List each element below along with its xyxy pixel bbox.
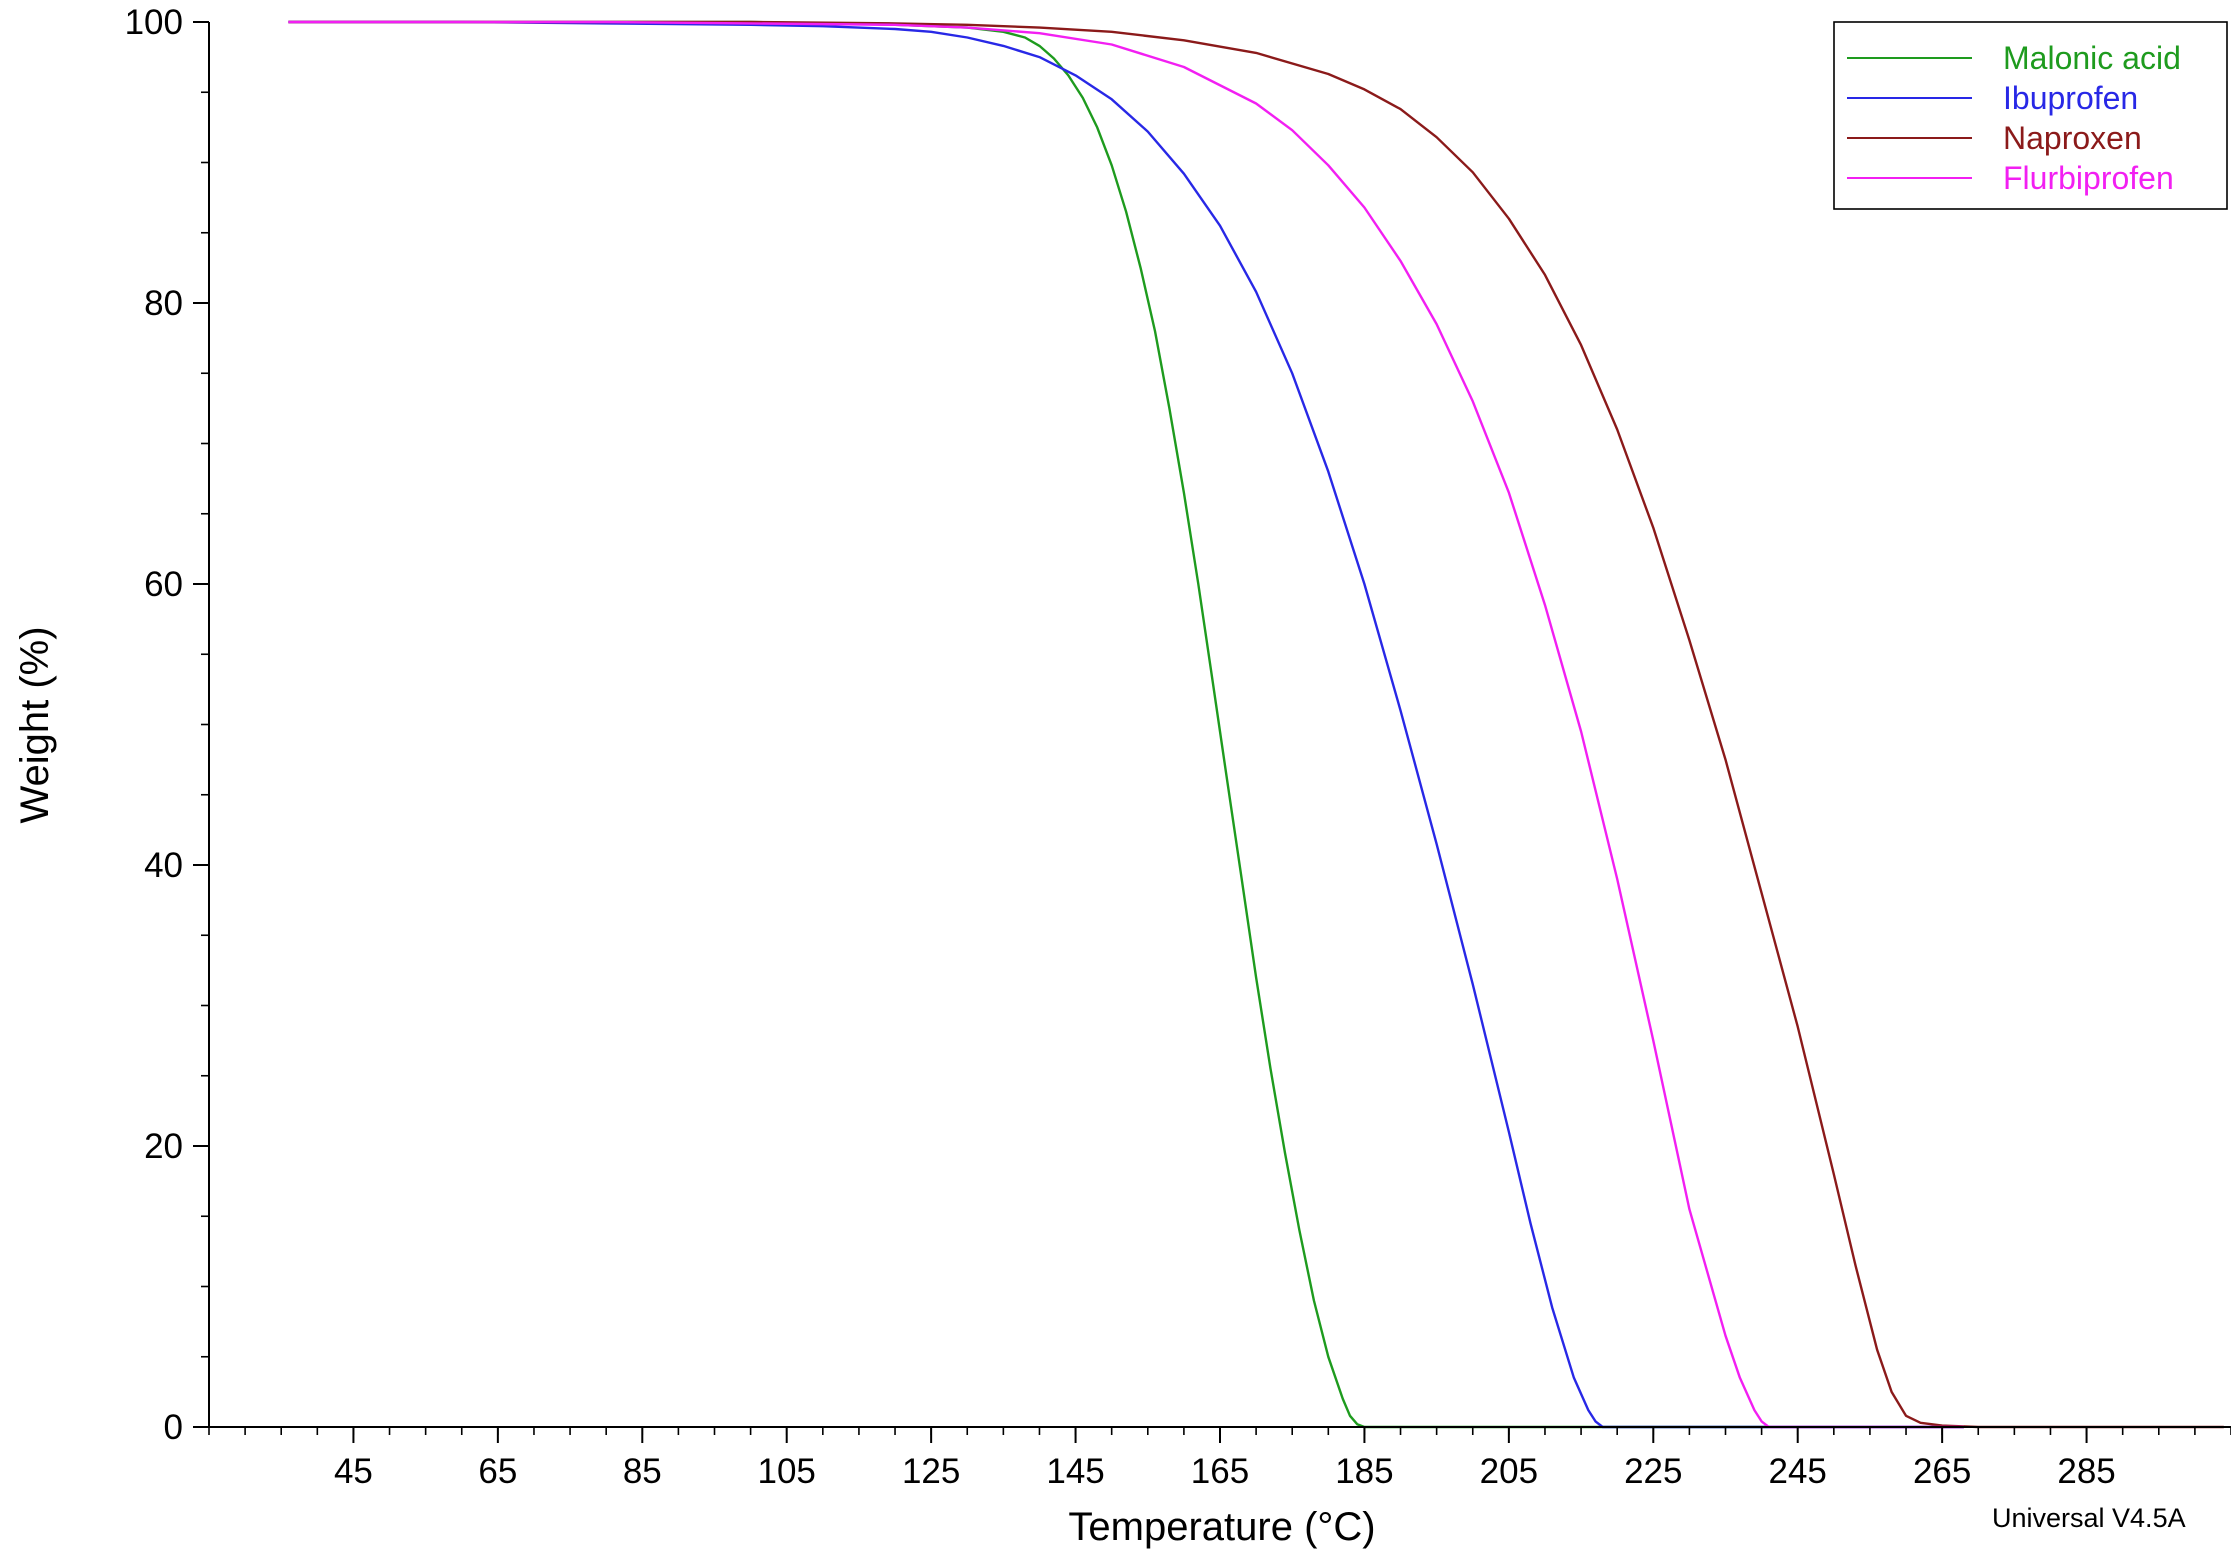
legend-label-malonic-acid: Malonic acid: [2003, 40, 2181, 76]
legend-label-naproxen: Naproxen: [2003, 120, 2142, 156]
x-axis-title: Temperature (°C): [1068, 1505, 1375, 1549]
x-tick-label: 225: [1624, 1452, 1682, 1491]
x-tick-label: 245: [1769, 1452, 1827, 1491]
y-tick-label: 40: [144, 846, 183, 885]
x-tick-label: 185: [1335, 1452, 1393, 1491]
legend: Malonic acid Ibuprofen Naproxen Flurbiprofe…: [1833, 21, 2228, 210]
series-layer: [288, 20, 2224, 1429]
y-tick-label: 100: [125, 3, 183, 42]
x-tick-label: 205: [1480, 1452, 1538, 1491]
legend-label-ibuprofen: Ibuprofen: [2003, 80, 2138, 116]
x-tick-label: 125: [902, 1452, 960, 1491]
footer-version-text: Universal V4.5A: [1992, 1503, 2186, 1533]
series-line-naproxen: [288, 20, 2224, 1429]
series-line-flurbiprofen: [288, 20, 1964, 1429]
y-tick-label: 60: [144, 565, 183, 604]
y-tick-label: 20: [144, 1127, 183, 1166]
x-tick-label: 105: [758, 1452, 816, 1491]
x-tick-label: 165: [1191, 1452, 1249, 1491]
y-axis-title: Weight (%): [13, 626, 57, 823]
x-tick-label: 85: [623, 1452, 662, 1491]
legend-label-flurbiprofen: Flurbiprofen: [2003, 160, 2174, 196]
x-tick-label: 45: [334, 1452, 373, 1491]
x-tick-label: 145: [1046, 1452, 1104, 1491]
y-tick-label: 0: [164, 1408, 183, 1447]
x-tick-label: 65: [478, 1452, 517, 1491]
series-line-ibuprofen: [288, 20, 1964, 1429]
y-tick-label: 80: [144, 284, 183, 323]
x-tick-label: 265: [1913, 1452, 1971, 1491]
ticks-layer: 45 65 85 105 125 145 165 185 205 225 245 265 285 0 20 4…: [125, 3, 2231, 1491]
x-tick-label: 285: [2057, 1452, 2115, 1491]
